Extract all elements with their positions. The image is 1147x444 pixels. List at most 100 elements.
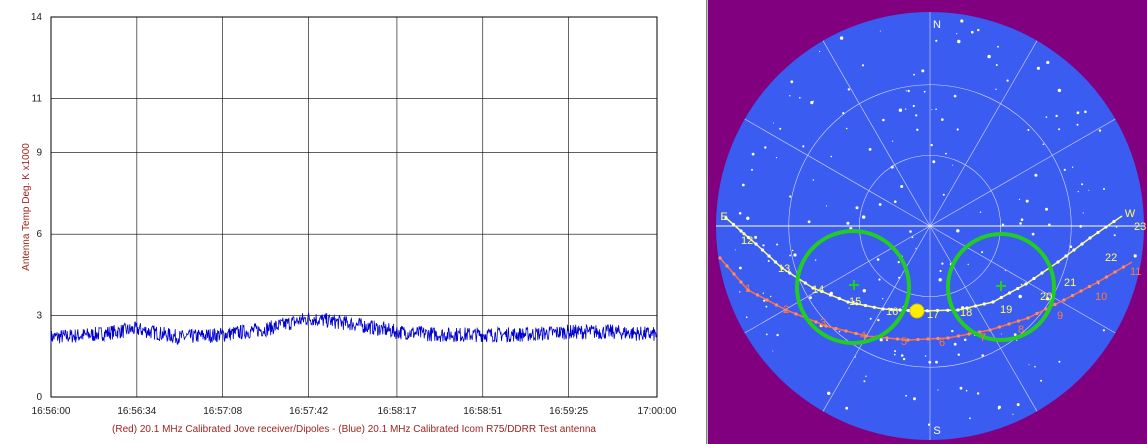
star (838, 330, 841, 333)
star (738, 212, 742, 215)
y-tick-label: 6 (36, 229, 42, 240)
star (1004, 269, 1006, 271)
star (960, 19, 964, 23)
path-dot (1121, 265, 1126, 269)
star (939, 269, 942, 273)
star (898, 108, 903, 112)
path-dot (935, 308, 940, 313)
star (959, 386, 963, 390)
sun-marker (909, 303, 925, 319)
path-dot (834, 326, 838, 331)
star (807, 220, 811, 224)
star (1013, 333, 1017, 336)
star (1028, 364, 1030, 366)
path-dot (925, 309, 929, 313)
yellow-hour-label: 19 (1000, 304, 1012, 316)
star (1001, 223, 1005, 226)
path-dot (1104, 275, 1109, 279)
star (890, 165, 894, 169)
star (902, 357, 906, 361)
star (915, 114, 918, 117)
star (915, 247, 917, 249)
x-tick-label: 16:59:25 (549, 406, 588, 417)
path-dot (1113, 270, 1117, 274)
star (956, 128, 959, 131)
path-dot (794, 312, 798, 316)
star (751, 152, 755, 156)
star (765, 333, 768, 336)
star (1046, 60, 1050, 65)
azimuth-line (929, 225, 1116, 334)
star (877, 318, 880, 322)
star (977, 28, 980, 32)
star (812, 100, 814, 103)
star (762, 244, 765, 247)
path-dot (956, 334, 961, 338)
star (763, 299, 766, 302)
south-label: S (933, 425, 940, 437)
path-dot (774, 303, 779, 307)
y-axis: 0 3 6 9 11 14 (31, 12, 43, 403)
left-green-circle (795, 229, 911, 345)
path-dot (936, 336, 940, 341)
star (1088, 189, 1090, 191)
star (879, 338, 883, 342)
path-dot (846, 300, 850, 304)
star (1018, 198, 1021, 200)
yellow-hour-label: 18 (960, 307, 972, 319)
star (812, 179, 814, 181)
yellow-hour-label: 14 (812, 284, 824, 296)
yellow-hour-label: 12 (741, 235, 753, 247)
star (1076, 111, 1080, 115)
star (878, 203, 882, 206)
star (741, 183, 745, 187)
star (913, 397, 916, 401)
path-dot (872, 305, 876, 309)
star (941, 118, 944, 121)
y-axis-label: Antenna Temp Deg. K x1000 (21, 143, 32, 271)
star (764, 146, 767, 149)
red-hour-label: 7 (980, 332, 986, 344)
path-dot (946, 336, 950, 340)
path-dot (916, 337, 920, 342)
path-dot (746, 235, 751, 240)
star (932, 160, 936, 164)
path-dot (956, 308, 960, 312)
star (767, 260, 770, 262)
star (1036, 66, 1040, 70)
star (965, 389, 968, 392)
path-dot (1035, 311, 1039, 316)
star (855, 206, 859, 210)
star (953, 342, 957, 346)
star (969, 417, 971, 420)
path-dot (1088, 236, 1092, 240)
star (1040, 379, 1043, 382)
path-dot (906, 308, 911, 313)
azimuth-line (929, 40, 1038, 227)
star (931, 109, 933, 111)
x-tick-label: 16:58:17 (377, 406, 416, 417)
star (1082, 212, 1084, 214)
path-dot (811, 286, 815, 290)
path-dot (855, 302, 859, 306)
star (945, 152, 947, 155)
path-dot (977, 330, 982, 334)
path-dot (1080, 242, 1084, 246)
star (981, 251, 984, 254)
star (1076, 123, 1079, 126)
star (904, 108, 907, 110)
star (776, 243, 779, 246)
star (735, 249, 737, 251)
star (923, 90, 926, 93)
path-dot (999, 295, 1003, 300)
star (1019, 222, 1022, 225)
star (745, 316, 748, 319)
star (953, 94, 957, 98)
star (862, 289, 866, 293)
yellow-hour-label: 20 (1040, 291, 1052, 303)
y-tick-label: 9 (36, 148, 42, 159)
star (1048, 223, 1051, 227)
y-tick-label: 3 (36, 311, 42, 322)
star (1069, 245, 1073, 248)
